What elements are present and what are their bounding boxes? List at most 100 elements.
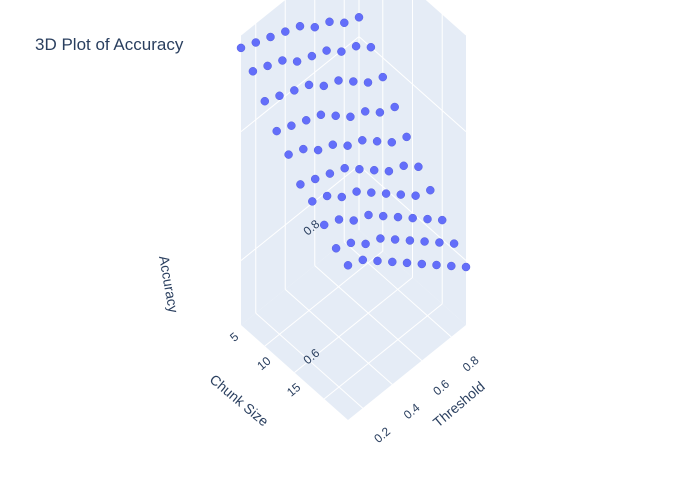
data-point[interactable] bbox=[388, 257, 397, 267]
data-point[interactable] bbox=[281, 27, 290, 36]
data-point[interactable] bbox=[390, 235, 400, 244]
data-point[interactable] bbox=[367, 188, 376, 197]
data-point[interactable] bbox=[447, 261, 456, 271]
data-point[interactable] bbox=[346, 112, 355, 122]
data-point[interactable] bbox=[322, 46, 331, 55]
data-point[interactable] bbox=[325, 17, 334, 27]
data-point[interactable] bbox=[366, 42, 376, 52]
data-point[interactable] bbox=[378, 72, 388, 82]
data-point[interactable] bbox=[316, 110, 326, 120]
data-point[interactable] bbox=[376, 234, 385, 243]
data-point[interactable] bbox=[402, 258, 412, 268]
data-point[interactable] bbox=[373, 256, 382, 266]
data-point[interactable] bbox=[292, 57, 302, 66]
gridline-y-floor bbox=[294, 277, 413, 373]
data-point[interactable] bbox=[337, 192, 347, 202]
data-point[interactable] bbox=[349, 216, 358, 225]
data-point[interactable] bbox=[461, 262, 471, 272]
data-point[interactable] bbox=[358, 255, 368, 265]
data-point[interactable] bbox=[396, 190, 406, 199]
data-point[interactable] bbox=[384, 166, 394, 176]
gridline-y-floor bbox=[323, 303, 443, 400]
back-wall-pane bbox=[241, 0, 359, 325]
gridline-y-floor bbox=[264, 250, 384, 347]
data-point[interactable] bbox=[331, 111, 340, 121]
data-point[interactable] bbox=[420, 237, 429, 246]
data-point[interactable] bbox=[251, 38, 261, 47]
data-point[interactable] bbox=[361, 239, 370, 249]
data-point[interactable] bbox=[334, 76, 343, 85]
data-point[interactable] bbox=[310, 174, 320, 184]
data-point[interactable] bbox=[360, 107, 370, 116]
data-point[interactable] bbox=[432, 260, 441, 270]
data-point[interactable] bbox=[340, 163, 349, 173]
data-point[interactable] bbox=[340, 18, 349, 28]
data-point[interactable] bbox=[364, 210, 373, 220]
data-point[interactable] bbox=[423, 214, 432, 224]
chart-title: 3D Plot of Accuracy bbox=[35, 35, 184, 54]
data-point[interactable] bbox=[278, 56, 287, 65]
data-point[interactable] bbox=[334, 215, 344, 224]
data-point[interactable] bbox=[363, 78, 373, 87]
data-point[interactable] bbox=[346, 238, 356, 248]
data-point[interactable] bbox=[358, 136, 367, 145]
data-point[interactable] bbox=[343, 141, 352, 150]
data-point[interactable] bbox=[414, 162, 423, 172]
data-point[interactable] bbox=[408, 213, 417, 223]
data-point[interactable] bbox=[378, 211, 388, 221]
data-point[interactable] bbox=[272, 126, 281, 136]
data-point[interactable] bbox=[349, 77, 358, 86]
gridline-z-sidewall bbox=[358, 36, 467, 133]
data-point[interactable] bbox=[266, 32, 275, 42]
data-point[interactable] bbox=[435, 238, 444, 247]
data-point[interactable] bbox=[399, 161, 408, 171]
data-point[interactable] bbox=[352, 187, 361, 196]
data-point[interactable] bbox=[307, 51, 317, 61]
data-point[interactable] bbox=[354, 13, 364, 22]
data-point[interactable] bbox=[296, 180, 305, 189]
data-point[interactable] bbox=[343, 261, 353, 270]
pane-edge bbox=[425, 0, 467, 36]
data-point[interactable] bbox=[411, 191, 420, 200]
data-point[interactable] bbox=[299, 144, 308, 154]
data-point[interactable] bbox=[295, 21, 305, 31]
data-point[interactable] bbox=[375, 108, 385, 117]
data-point[interactable] bbox=[426, 185, 435, 195]
data-point[interactable] bbox=[393, 212, 403, 222]
data-point[interactable] bbox=[319, 81, 329, 91]
data-point[interactable] bbox=[287, 121, 296, 130]
data-point[interactable] bbox=[325, 169, 335, 178]
data-point[interactable] bbox=[381, 189, 391, 198]
data-point[interactable] bbox=[248, 67, 258, 76]
data-point[interactable] bbox=[310, 22, 320, 32]
data-point[interactable] bbox=[390, 102, 399, 112]
data-point[interactable] bbox=[402, 132, 411, 142]
data-point[interactable] bbox=[304, 80, 314, 90]
data-point[interactable] bbox=[369, 165, 379, 175]
gridline-z-sidewall bbox=[358, 165, 467, 261]
data-point[interactable] bbox=[322, 191, 332, 201]
data-point[interactable] bbox=[301, 116, 311, 125]
data-point[interactable] bbox=[449, 239, 459, 248]
data-point[interactable] bbox=[437, 215, 447, 225]
data-point[interactable] bbox=[337, 47, 346, 56]
data-point[interactable] bbox=[275, 91, 284, 101]
data-point[interactable] bbox=[290, 86, 299, 95]
data-point[interactable] bbox=[260, 96, 270, 106]
data-point[interactable] bbox=[236, 43, 246, 53]
data-point[interactable] bbox=[331, 244, 341, 253]
data-point[interactable] bbox=[328, 140, 338, 149]
data-point[interactable] bbox=[313, 145, 323, 155]
data-point[interactable] bbox=[405, 236, 415, 245]
data-point[interactable] bbox=[284, 150, 293, 159]
data-point[interactable] bbox=[355, 164, 364, 174]
data-point[interactable] bbox=[387, 138, 397, 147]
data-point[interactable] bbox=[263, 61, 272, 71]
data-point[interactable] bbox=[372, 137, 382, 146]
data-point[interactable] bbox=[351, 41, 361, 51]
data-point[interactable] bbox=[417, 259, 427, 269]
data-point[interactable] bbox=[308, 197, 317, 206]
data-point[interactable] bbox=[319, 220, 329, 230]
